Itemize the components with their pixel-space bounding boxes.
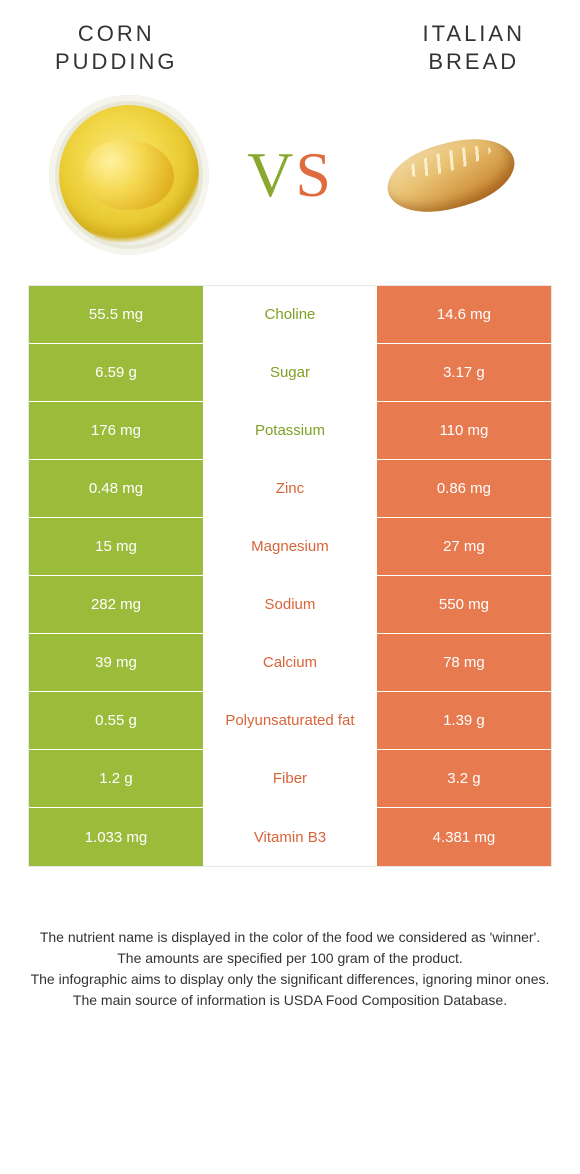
left-value: 1.033 mg xyxy=(29,808,203,866)
right-value: 1.39 g xyxy=(377,692,551,749)
table-row: 6.59 gSugar3.17 g xyxy=(29,344,551,402)
table-row: 55.5 mgCholine14.6 mg xyxy=(29,286,551,344)
nutrient-label: Calcium xyxy=(203,634,377,691)
nutrient-label: Vitamin B3 xyxy=(203,808,377,866)
right-value: 27 mg xyxy=(377,518,551,575)
vs-row: VS xyxy=(0,85,580,285)
table-row: 0.48 mgZinc0.86 mg xyxy=(29,460,551,518)
footer-line4: The main source of information is USDA F… xyxy=(30,990,550,1011)
vs-v: V xyxy=(247,139,295,210)
right-value: 110 mg xyxy=(377,402,551,459)
left-value: 1.2 g xyxy=(29,750,203,807)
left-value: 55.5 mg xyxy=(29,286,203,343)
table-row: 15 mgMagnesium27 mg xyxy=(29,518,551,576)
bread-icon xyxy=(380,127,522,223)
footer-line3: The infographic aims to display only the… xyxy=(30,969,550,990)
table-row: 1.2 gFiber3.2 g xyxy=(29,750,551,808)
nutrient-label: Sugar xyxy=(203,344,377,401)
nutrient-label: Potassium xyxy=(203,402,377,459)
nutrient-label: Sodium xyxy=(203,576,377,633)
right-title-line1: ITALIAN xyxy=(422,21,525,46)
right-value: 550 mg xyxy=(377,576,551,633)
vs-label: VS xyxy=(247,138,333,212)
left-value: 176 mg xyxy=(29,402,203,459)
footer-line2: The amounts are specified per 100 gram o… xyxy=(30,948,550,969)
table-row: 1.033 mgVitamin B34.381 mg xyxy=(29,808,551,866)
footer-notes: The nutrient name is displayed in the co… xyxy=(30,927,550,1011)
table-row: 282 mgSodium550 mg xyxy=(29,576,551,634)
header: CORN PUDDING ITALIAN BREAD xyxy=(0,0,580,85)
left-value: 0.48 mg xyxy=(29,460,203,517)
right-food-title: ITALIAN BREAD xyxy=(422,20,525,75)
table-row: 0.55 gPolyunsaturated fat1.39 g xyxy=(29,692,551,750)
left-title-line2: PUDDING xyxy=(55,49,177,74)
footer-line1: The nutrient name is displayed in the co… xyxy=(30,927,550,948)
left-title-line1: CORN xyxy=(78,21,155,46)
right-value: 0.86 mg xyxy=(377,460,551,517)
right-value: 4.381 mg xyxy=(377,808,551,866)
nutrient-label: Polyunsaturated fat xyxy=(203,692,377,749)
nutrient-label: Choline xyxy=(203,286,377,343)
nutrient-label: Zinc xyxy=(203,460,377,517)
left-value: 282 mg xyxy=(29,576,203,633)
left-value: 15 mg xyxy=(29,518,203,575)
table-row: 176 mgPotassium110 mg xyxy=(29,402,551,460)
right-value: 14.6 mg xyxy=(377,286,551,343)
table-row: 39 mgCalcium78 mg xyxy=(29,634,551,692)
right-value: 78 mg xyxy=(377,634,551,691)
left-value: 0.55 g xyxy=(29,692,203,749)
vs-s: S xyxy=(295,139,333,210)
left-food-title: CORN PUDDING xyxy=(55,20,177,75)
italian-bread-image xyxy=(371,95,531,255)
nutrient-table: 55.5 mgCholine14.6 mg6.59 gSugar3.17 g17… xyxy=(28,285,552,867)
right-value: 3.17 g xyxy=(377,344,551,401)
right-title-line2: BREAD xyxy=(428,49,519,74)
left-value: 6.59 g xyxy=(29,344,203,401)
nutrient-label: Fiber xyxy=(203,750,377,807)
nutrient-label: Magnesium xyxy=(203,518,377,575)
right-value: 3.2 g xyxy=(377,750,551,807)
left-value: 39 mg xyxy=(29,634,203,691)
corn-pudding-image xyxy=(49,95,209,255)
